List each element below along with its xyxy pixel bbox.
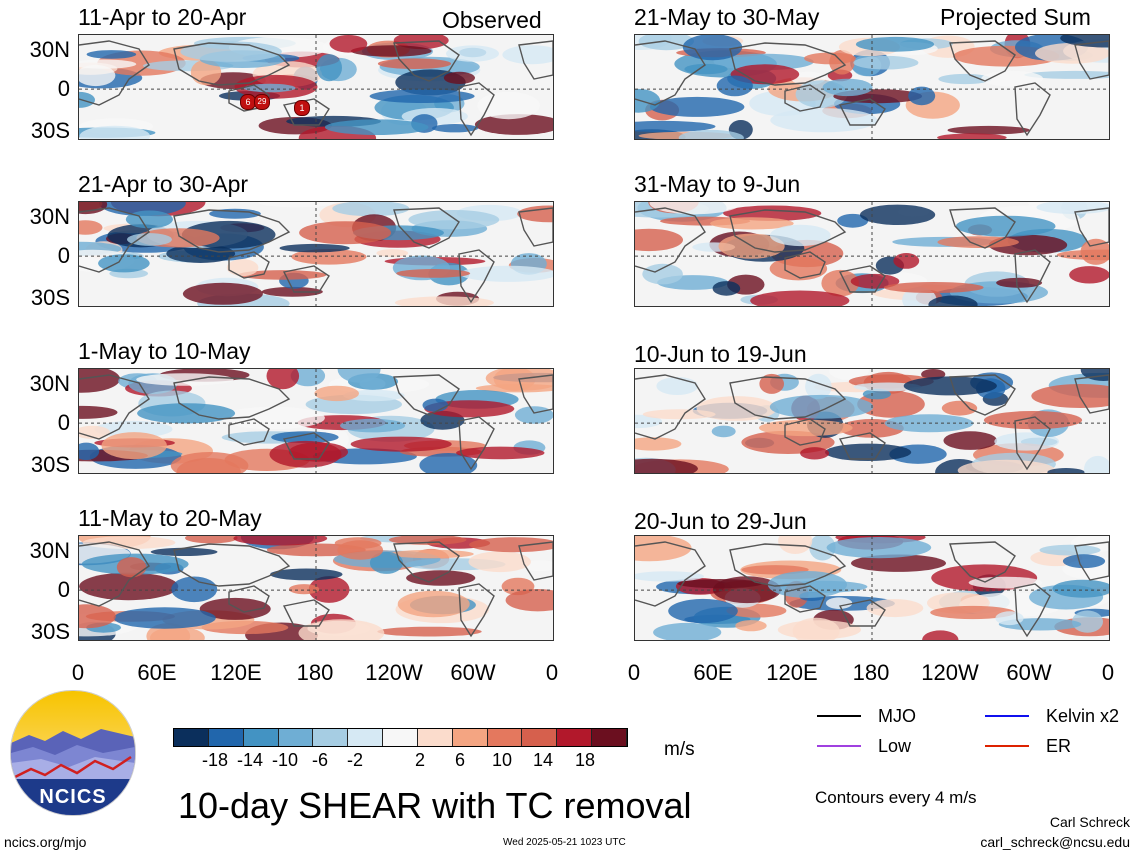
x-tick: 120E	[210, 660, 262, 685]
panel-title-right-3: 20-Jun to 29-Jun	[634, 508, 807, 534]
colorbar-swatch	[208, 729, 244, 746]
colorbar-swatch	[383, 729, 418, 746]
shear-map	[79, 35, 553, 139]
map-panel-left-2	[78, 368, 554, 474]
y-tick-30n: 30N	[29, 204, 70, 229]
colorbar-label: 2	[414, 750, 425, 770]
logo-text: NCICS	[39, 786, 107, 808]
y-tick-30s: 30S	[30, 285, 70, 310]
x-tick: 180	[852, 660, 890, 685]
map-panel-right-3	[634, 535, 1110, 641]
y-tick-0: 0	[57, 243, 70, 268]
map-panel-left-3	[78, 535, 554, 641]
colorbar-swatch	[174, 729, 209, 746]
shear-map	[635, 536, 1109, 640]
colorbar	[173, 728, 628, 747]
colorbar-label: 14	[532, 750, 554, 770]
shear-map	[79, 369, 553, 473]
panel-title-right-2: 10-Jun to 19-Jun	[634, 341, 807, 367]
x-tick: 0	[71, 660, 85, 685]
projected-sum-label: Projected Sum	[940, 4, 1091, 30]
y-tick-30n: 30N	[29, 37, 70, 62]
colorbar-label: 6	[454, 750, 465, 770]
colorbar-label: 10	[491, 750, 513, 770]
footer-timestamp: Wed 2025-05-21 1023 UTC	[503, 837, 626, 848]
colorbar-swatch	[417, 729, 453, 746]
map-panel-right-1	[634, 201, 1110, 307]
colorbar-swatch	[278, 729, 314, 746]
observed-label: Observed	[442, 7, 542, 33]
legend-label-mjo: MJO	[878, 706, 916, 726]
colorbar-swatch	[522, 729, 558, 746]
y-tick-30s: 30S	[30, 118, 70, 143]
colorbar-swatch	[243, 729, 279, 746]
x-tick: 0	[1101, 660, 1115, 685]
y-tick-30n: 30N	[29, 538, 70, 563]
main-title: 10-day SHEAR with TC removal	[178, 785, 692, 826]
colorbar-label: -10	[271, 750, 298, 770]
panel-title-left-3: 11-May to 20-May	[78, 505, 262, 531]
colorbar-swatch	[452, 729, 488, 746]
panel-title-right-1: 31-May to 9-Jun	[634, 171, 801, 197]
colorbar-swatch	[487, 729, 523, 746]
colorbar-swatch	[557, 729, 593, 746]
shear-map	[635, 369, 1109, 473]
panel-title-left-0: 11-Apr to 20-Apr	[78, 4, 247, 30]
panel-title-left-1: 21-Apr to 30-Apr	[78, 171, 249, 197]
x-tick: 60W	[450, 660, 496, 685]
map-panel-left-1	[78, 201, 554, 307]
tc-marker: 1	[294, 100, 310, 116]
contour-note: Contours every 4 m/s	[815, 788, 977, 807]
tc-marker: 29	[254, 94, 270, 110]
ncics-logo-icon	[11, 691, 135, 815]
colorbar-swatch	[348, 729, 384, 746]
legend-line-er	[985, 745, 1029, 747]
legend-label-kelvin: Kelvin x2	[1046, 706, 1120, 726]
colorbar-units: m/s	[664, 739, 695, 760]
colorbar-label: -14	[236, 750, 263, 770]
x-tick: 0	[545, 660, 559, 685]
x-tick: 60W	[1006, 660, 1052, 685]
x-tick: 60E	[137, 660, 177, 685]
colorbar-label: -18	[201, 750, 228, 770]
x-tick: 180	[296, 660, 334, 685]
legend-label-er: ER	[1046, 736, 1072, 756]
y-tick-0: 0	[57, 577, 70, 602]
map-panel-right-0	[634, 34, 1110, 140]
legend-line-low	[817, 745, 861, 747]
footer-site-link[interactable]: ncics.org/mjo	[4, 834, 87, 850]
footer-email-link[interactable]: carl_schreck@ncsu.edu	[980, 834, 1130, 850]
legend-line-kelvin	[985, 715, 1029, 717]
colorbar-swatch	[313, 729, 349, 746]
map-panel-left-0	[78, 34, 554, 140]
ncics-logo: NCICS	[10, 690, 136, 816]
shear-map	[79, 202, 553, 306]
y-tick-0: 0	[57, 410, 70, 435]
shear-map	[635, 202, 1109, 306]
panel-title-left-2: 1-May to 10-May	[78, 338, 251, 364]
x-tick: 0	[627, 660, 641, 685]
x-tick: 60E	[693, 660, 733, 685]
x-tick: 120E	[766, 660, 818, 685]
x-tick: 120W	[921, 660, 979, 685]
legend-line-mjo	[817, 715, 861, 717]
colorbar-swatch	[592, 729, 627, 746]
panel-title-right-0: 21-May to 30-May	[634, 4, 820, 30]
y-tick-30s: 30S	[30, 452, 70, 477]
legend-label-low: Low	[878, 736, 912, 756]
colorbar-label: 18	[574, 750, 596, 770]
shear-map	[79, 536, 553, 640]
colorbar-label: -6	[311, 750, 328, 770]
colorbar-label: -2	[346, 750, 363, 770]
y-tick-30s: 30S	[30, 619, 70, 644]
y-tick-30n: 30N	[29, 371, 70, 396]
shear-map	[635, 35, 1109, 139]
map-panel-right-2	[634, 368, 1110, 474]
footer-author: Carl Schreck	[1049, 814, 1130, 830]
y-tick-0: 0	[57, 76, 70, 101]
x-tick: 120W	[365, 660, 423, 685]
